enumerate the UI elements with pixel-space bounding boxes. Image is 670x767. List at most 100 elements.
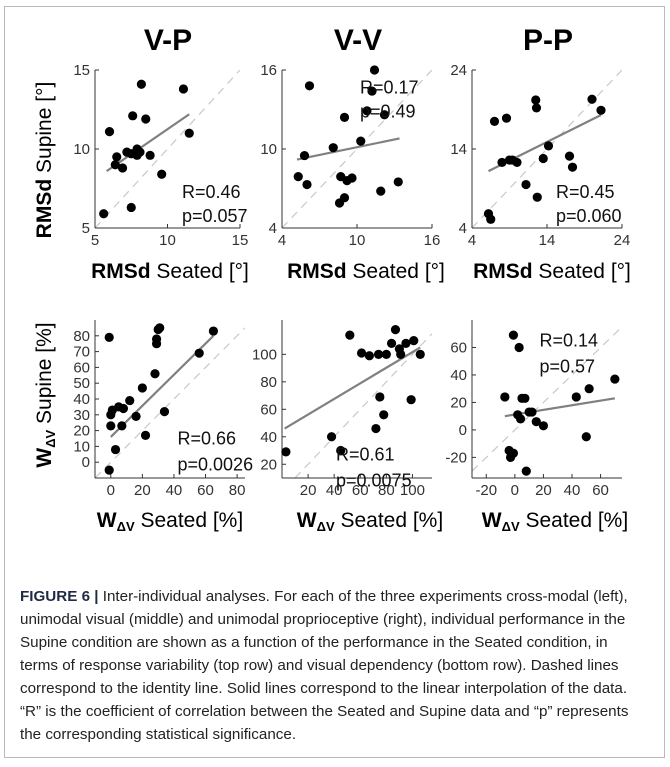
- x-tick-label: 14: [539, 232, 556, 249]
- data-point: [489, 116, 500, 126]
- correlation-label: R=0.66: [178, 429, 237, 449]
- correlation-label: R=0.14: [540, 331, 599, 351]
- fit-line: [504, 397, 616, 418]
- x-axis-label-bold: RMSd: [91, 260, 151, 283]
- data-point: [386, 338, 397, 348]
- identity-line: [95, 70, 240, 228]
- data-point: [596, 105, 606, 115]
- correlation-label: R=0.46: [182, 182, 241, 202]
- data-point: [131, 411, 141, 421]
- data-point: [532, 192, 542, 202]
- x-tick-label: 20: [300, 482, 317, 499]
- scatter-panel: 4 10 16 4 10 16 R=0.17 p=0.49: [260, 62, 440, 249]
- data-point: [184, 128, 194, 138]
- data-point: [104, 332, 114, 342]
- data-point: [159, 407, 170, 417]
- data-point: [302, 179, 312, 190]
- x-tick-label: 24: [614, 232, 631, 249]
- caption-label: FIGURE 6 |: [20, 588, 99, 605]
- data-point: [128, 111, 138, 121]
- identity-line: [95, 327, 245, 478]
- x-tick-label: 16: [424, 232, 441, 249]
- data-point: [145, 150, 155, 160]
- x-axis-label-bottom-vv: WΔV Seated [%]: [297, 509, 443, 534]
- y-tick-label: 10: [73, 438, 90, 455]
- y-tick-label: 60: [450, 339, 467, 356]
- data-point: [390, 325, 401, 335]
- x-tick-label: -20: [475, 482, 497, 499]
- y-tick-label: 50: [73, 375, 90, 392]
- scatter-panel: 4 14 24 4 14 24 R=0.45 p=0.060: [450, 62, 630, 249]
- data-point: [293, 172, 303, 182]
- x-axis-label-bottom-pp: WΔV Seated [%]: [482, 509, 628, 534]
- x-tick-label: 40: [326, 482, 343, 499]
- data-point: [379, 410, 389, 420]
- y-tick-label: 20: [450, 394, 467, 411]
- data-point: [364, 351, 374, 361]
- y-tick-label: 16: [260, 62, 277, 79]
- y-tick-label: 20: [73, 423, 90, 440]
- data-point: [531, 95, 541, 105]
- data-point: [347, 173, 357, 183]
- data-point: [141, 114, 151, 124]
- data-point: [336, 445, 346, 456]
- identity-line: [472, 326, 622, 472]
- y-tick-label: 40: [450, 367, 467, 384]
- x-tick-label: 15: [232, 232, 249, 249]
- correlation-label: R=0.61: [336, 444, 395, 464]
- data-point: [581, 432, 591, 442]
- data-point: [117, 421, 127, 431]
- p-value-label: p=0.060: [556, 206, 622, 226]
- scatter-panel: 5 10 15 5 10 15 R=0.46 p=0.057: [73, 62, 248, 249]
- data-point: [500, 392, 510, 402]
- data-point: [584, 384, 594, 394]
- identity-line: [294, 333, 432, 478]
- x-axis-label-sub: ΔV: [317, 519, 335, 534]
- data-point: [415, 349, 425, 359]
- y-tick-label: 4: [269, 220, 277, 237]
- y-tick-label: 80: [260, 374, 277, 391]
- x-tick-label: 100: [400, 482, 425, 499]
- data-point: [99, 209, 109, 219]
- data-point: [567, 162, 578, 172]
- p-value-label: p=0.057: [182, 206, 248, 226]
- data-point: [194, 348, 204, 358]
- column-title-pp: P-P: [523, 24, 573, 57]
- y-tick-label: 60: [73, 359, 90, 376]
- x-axis-label-top-vp: RMSd Seated [°]: [91, 260, 249, 283]
- x-axis-label-top-pp: RMSd Seated [°]: [473, 260, 631, 283]
- p-value-label: p=0.49: [360, 101, 416, 121]
- x-axis-label-bold: RMSd: [287, 260, 347, 283]
- x-tick-label: 80: [378, 482, 395, 499]
- x-tick-label: 4: [278, 232, 286, 249]
- y-axis-label-top-bold: RMSd: [33, 179, 56, 239]
- y-tick-label: 40: [260, 429, 277, 446]
- x-tick-label: 60: [352, 482, 369, 499]
- y-axis-label-top: RMSd Supine [°]: [33, 82, 56, 239]
- fit-line: [105, 113, 190, 173]
- x-tick-label: 60: [197, 482, 214, 499]
- x-axis-label-bold: W: [297, 509, 317, 532]
- data-point: [125, 395, 135, 406]
- y-axis-label-bottom-sub: ΔV: [43, 429, 58, 447]
- data-point: [610, 374, 620, 384]
- x-axis-label-rest: Seated [°]: [533, 260, 631, 283]
- y-tick-label: -20: [445, 449, 467, 466]
- y-tick-label: 30: [73, 407, 90, 424]
- data-point: [486, 214, 496, 224]
- p-value-label: p=0.57: [540, 357, 596, 377]
- y-tick-label: 10: [260, 141, 277, 158]
- data-point: [117, 163, 128, 173]
- data-point: [531, 103, 542, 113]
- data-point: [362, 106, 372, 116]
- correlation-label: R=0.45: [556, 182, 615, 202]
- x-tick-label: 10: [159, 232, 176, 249]
- data-point: [379, 110, 390, 120]
- x-tick-label: 20: [535, 482, 552, 499]
- data-point: [375, 392, 385, 402]
- data-point: [371, 423, 381, 434]
- data-point: [571, 392, 581, 402]
- figure-frame: [4, 6, 665, 758]
- data-point: [396, 349, 406, 359]
